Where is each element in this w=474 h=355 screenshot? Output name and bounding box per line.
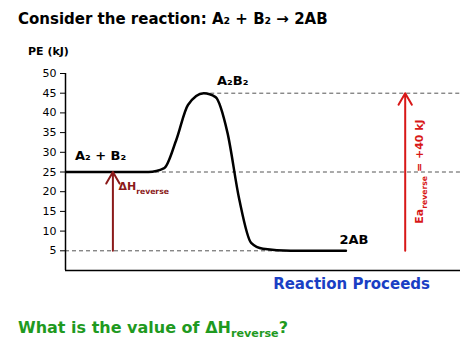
- svg-text:2AB: 2AB: [340, 232, 369, 247]
- svg-text:Eareverse = +40 kJ: Eareverse = +40 kJ: [413, 119, 429, 223]
- svg-text:5: 5: [50, 244, 57, 257]
- svg-text:30: 30: [43, 146, 57, 159]
- svg-text:35: 35: [43, 126, 57, 139]
- svg-text:A₂ + B₂: A₂ + B₂: [75, 148, 126, 163]
- svg-text:40: 40: [43, 106, 57, 119]
- svg-text:50: 50: [43, 67, 57, 80]
- svg-text:Reaction Proceeds: Reaction Proceeds: [273, 275, 430, 293]
- svg-text:Consider the reaction: A₂ + B₂: Consider the reaction: A₂ + B₂ → 2AB: [18, 10, 328, 28]
- svg-text:45: 45: [43, 87, 57, 100]
- svg-text:15: 15: [43, 205, 57, 218]
- svg-text:25: 25: [43, 166, 57, 179]
- svg-text:10: 10: [43, 225, 57, 238]
- svg-text:A₂B₂: A₂B₂: [217, 73, 248, 88]
- svg-text:What is the value of ΔHreverse: What is the value of ΔHreverse?: [18, 318, 288, 340]
- svg-text:ΔHreverse: ΔHreverse: [118, 180, 169, 196]
- svg-text:20: 20: [43, 185, 57, 198]
- svg-text:PE (kJ): PE (kJ): [28, 45, 69, 58]
